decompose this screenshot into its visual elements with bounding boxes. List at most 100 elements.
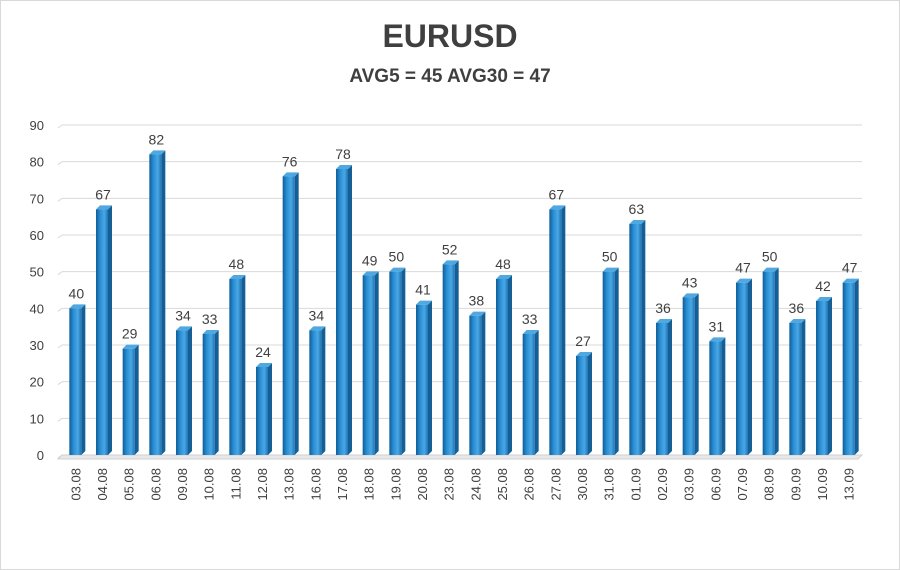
bar	[656, 319, 672, 455]
bar-front	[576, 356, 588, 455]
bar	[629, 220, 646, 455]
bar	[549, 205, 566, 455]
bar-side	[534, 330, 539, 455]
x-tick-label: 27.08	[548, 468, 563, 501]
bar	[282, 172, 299, 456]
bar	[682, 293, 699, 455]
bar-front	[682, 297, 695, 455]
bar-side	[694, 293, 699, 455]
y-axis: 0 10 20 30 40 50 60 70 80 90	[30, 118, 44, 463]
x-tick-label: 02.09	[655, 468, 670, 501]
bar-side	[428, 300, 432, 455]
bar	[442, 260, 459, 455]
bar-side	[721, 337, 726, 455]
bar	[176, 326, 192, 455]
data-label: 36	[655, 300, 671, 316]
bar-side	[828, 297, 832, 455]
bar-front	[282, 176, 295, 456]
bar-top	[362, 271, 379, 276]
gridline-stub	[57, 197, 63, 202]
bar	[416, 300, 432, 455]
bar	[336, 165, 352, 455]
bar-front	[629, 224, 642, 455]
bar-side	[774, 267, 779, 455]
x-tick-label: 05.08	[122, 468, 137, 501]
bar	[309, 326, 326, 455]
bar-front	[96, 209, 108, 455]
data-label: 34	[309, 307, 325, 323]
data-label: 63	[629, 201, 645, 217]
bar-front	[256, 367, 268, 455]
x-tick-label: 04.08	[95, 468, 110, 501]
bar-side	[668, 319, 672, 455]
bar-side	[614, 267, 619, 455]
bar-side	[108, 205, 112, 455]
data-label: 50	[602, 249, 618, 265]
data-label: 78	[335, 146, 351, 162]
bar-side	[401, 267, 406, 455]
x-axis: 03.08 04.08 05.08 06.08 09.08 10.08 11.08 12.08…	[68, 468, 856, 501]
x-tick-label: 30.08	[575, 468, 590, 501]
bar-front	[336, 169, 348, 455]
gridline-stub	[57, 381, 63, 386]
bar-front	[789, 323, 802, 455]
bar-side	[134, 344, 139, 455]
bar	[122, 344, 139, 455]
gridline-stub	[57, 161, 63, 166]
bars	[69, 150, 859, 456]
bar-top	[442, 260, 459, 265]
bar-top	[176, 326, 192, 331]
gridline-stub	[57, 271, 63, 276]
chart-floor	[56, 454, 864, 460]
bar	[69, 304, 86, 455]
grid-layer	[56, 124, 864, 460]
y-tick-label: 80	[30, 155, 44, 170]
x-tick-label: 08.09	[762, 468, 777, 501]
data-label: 50	[389, 249, 405, 265]
bar-top	[602, 267, 619, 272]
bar-front	[656, 323, 668, 455]
bar-front	[202, 334, 215, 455]
bar-side	[508, 275, 512, 455]
bar	[816, 297, 832, 455]
bar-top	[416, 300, 432, 305]
bar	[709, 337, 726, 455]
x-tick-label: 03.09	[682, 468, 697, 501]
data-label: 48	[229, 256, 245, 272]
bar-front	[229, 279, 242, 455]
bar-side	[454, 260, 459, 455]
x-tick-label: 03.08	[68, 468, 83, 501]
bar-top	[762, 267, 779, 272]
x-tick-label: 07.09	[735, 468, 750, 501]
bar-top	[522, 330, 539, 334]
bar-side	[214, 330, 219, 455]
data-label: 76	[282, 153, 298, 169]
data-label: 24	[255, 344, 271, 360]
bar-side	[268, 363, 272, 455]
data-label: 43	[682, 274, 698, 290]
bar-top	[682, 293, 699, 298]
data-label: 29	[122, 326, 138, 342]
bar	[149, 150, 166, 456]
bar	[576, 352, 592, 455]
bar-front	[416, 304, 428, 455]
bar	[362, 271, 379, 455]
bar-front	[176, 330, 188, 455]
data-label: 42	[815, 278, 831, 294]
bar-front	[602, 271, 615, 455]
x-tick-label: 11.08	[228, 468, 243, 500]
bar-front	[762, 271, 775, 455]
bar-front	[816, 301, 828, 455]
x-tick-label: 01.09	[628, 468, 643, 501]
x-tick-label: 18.08	[362, 468, 377, 501]
data-label: 82	[149, 131, 165, 147]
bar-top	[122, 344, 139, 349]
x-tick-label: 13.08	[282, 468, 297, 501]
y-tick-label: 40	[30, 301, 44, 316]
bar-top	[469, 311, 486, 316]
bar	[229, 275, 246, 455]
bar-side	[481, 311, 486, 455]
bar-top	[842, 278, 859, 283]
data-label: 67	[549, 186, 565, 202]
x-tick-label: 24.08	[468, 468, 483, 501]
